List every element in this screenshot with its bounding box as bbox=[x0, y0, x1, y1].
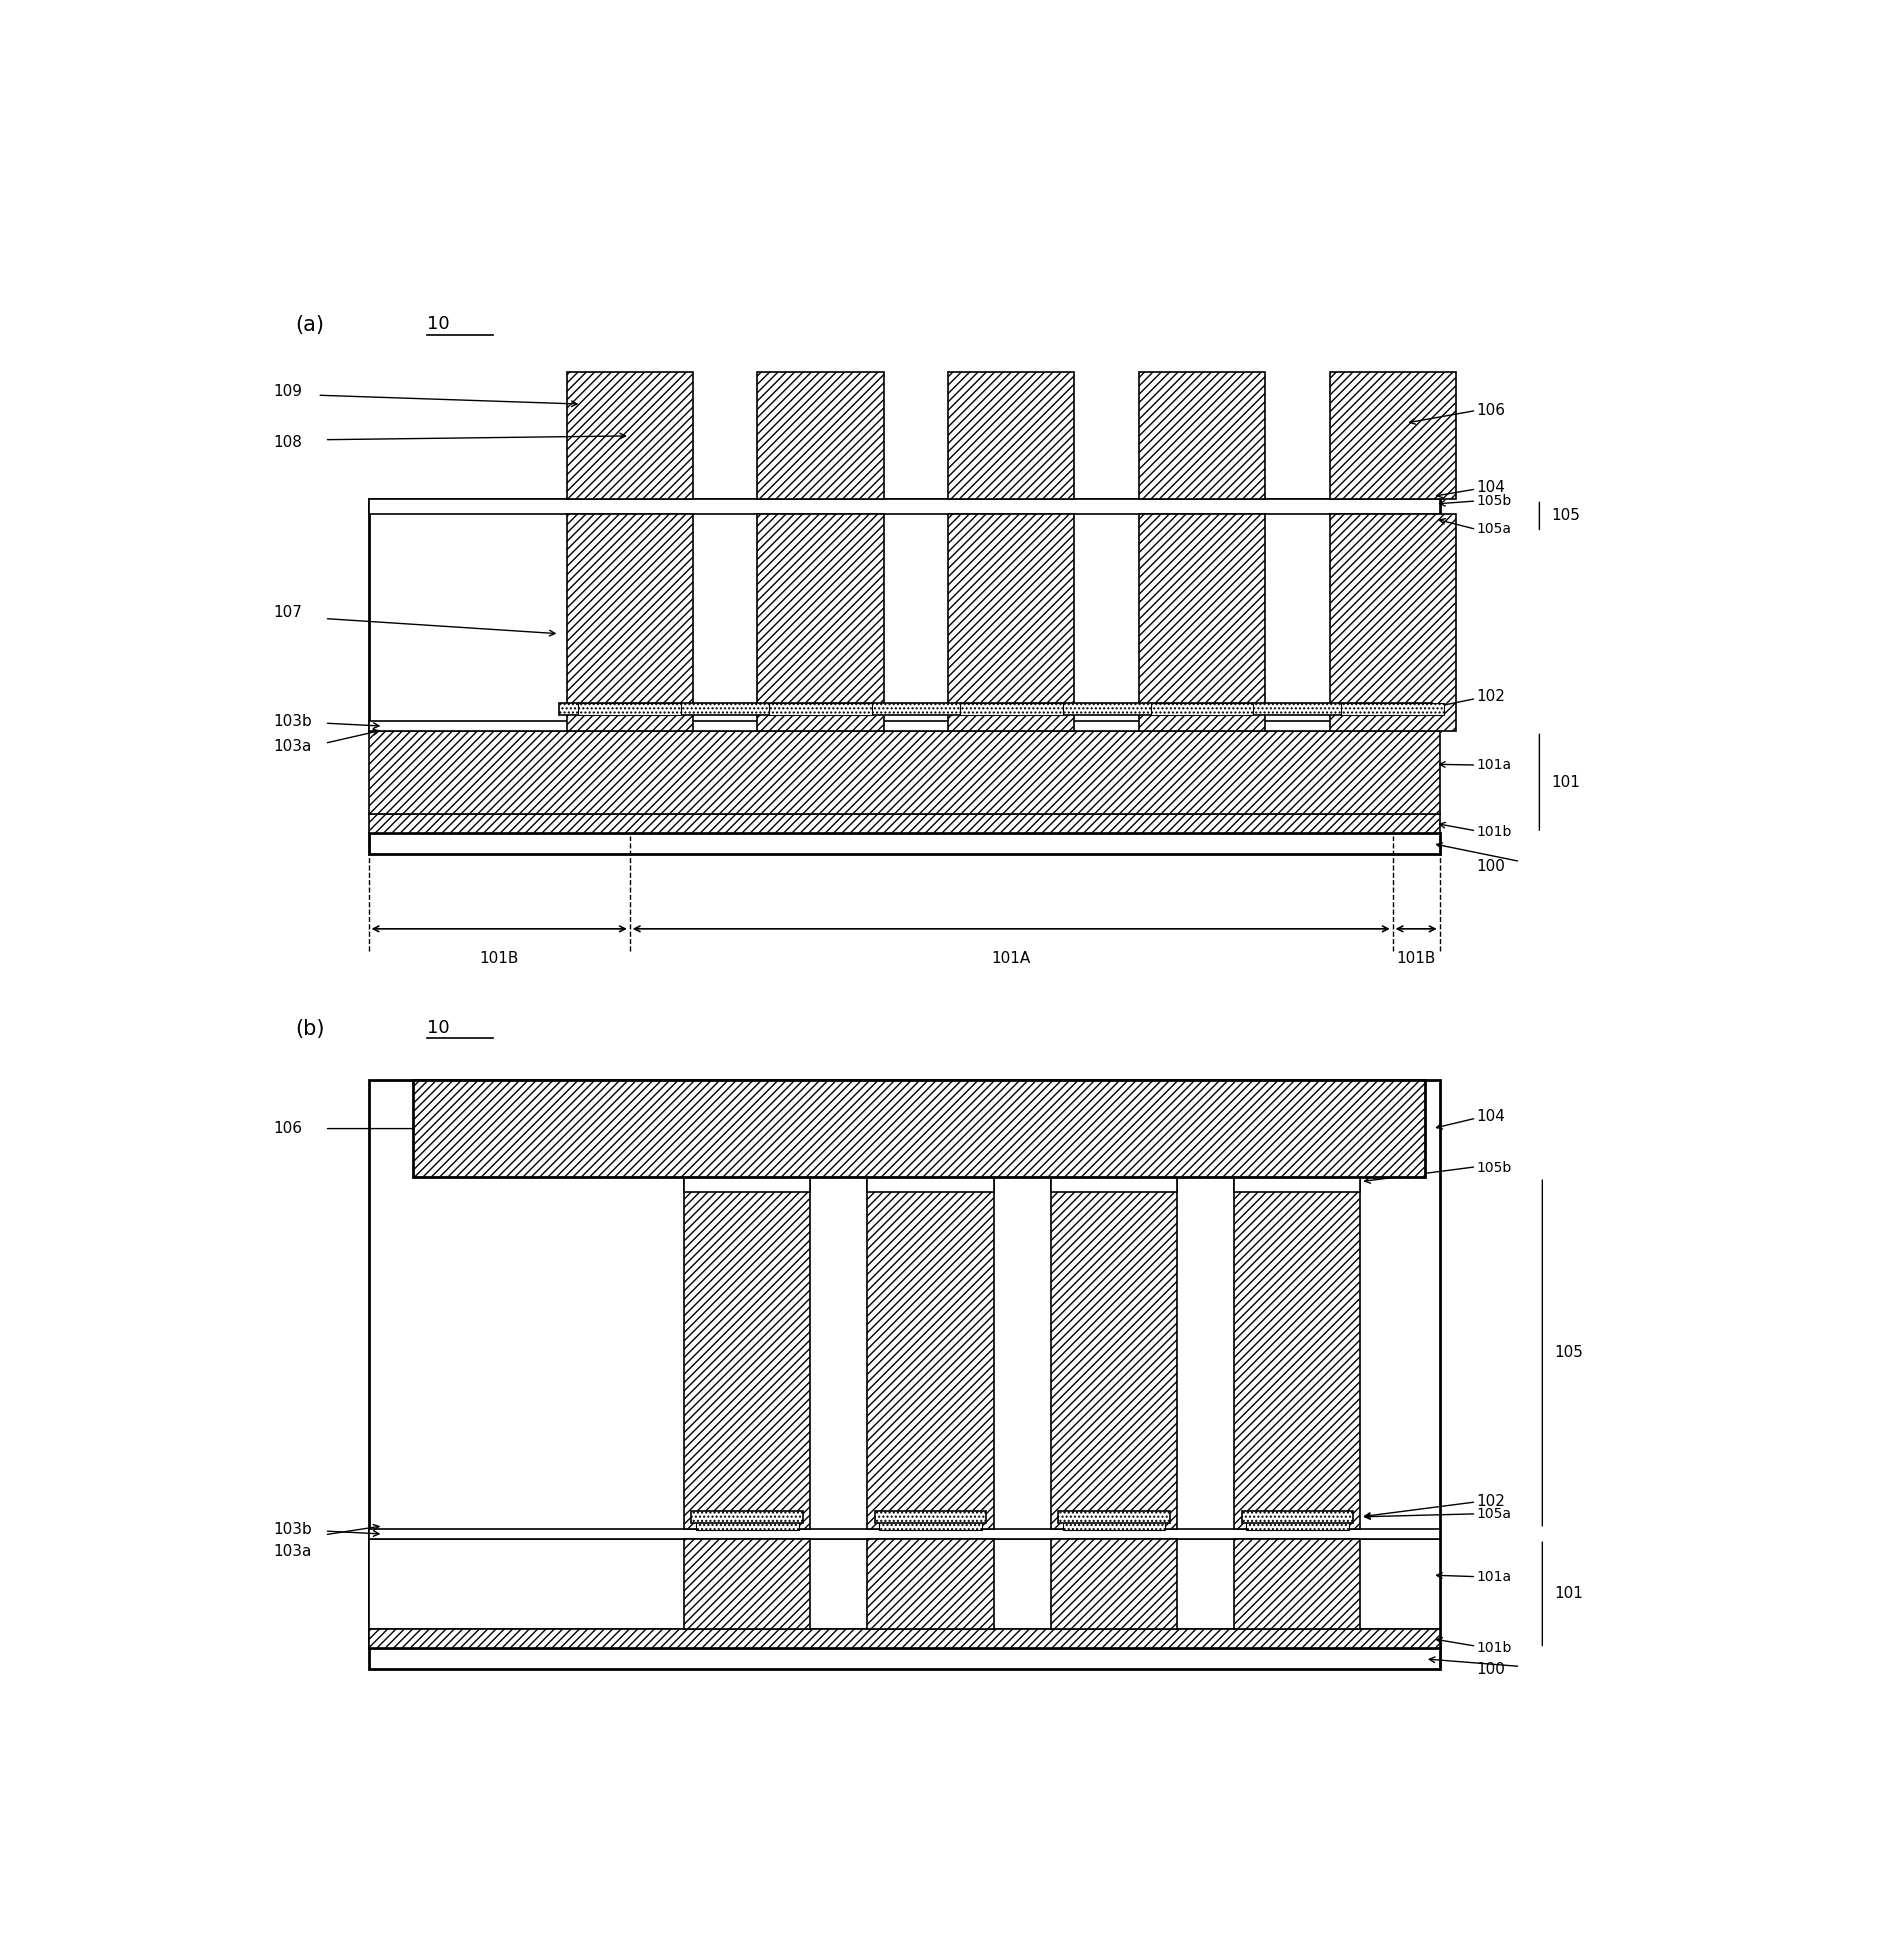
Bar bbox=[1058, 1512, 1170, 1523]
Bar bbox=[369, 499, 1441, 515]
Bar bbox=[1329, 373, 1456, 499]
Text: 109: 109 bbox=[273, 385, 303, 398]
Bar bbox=[1234, 1177, 1361, 1529]
Text: 106: 106 bbox=[273, 1121, 303, 1137]
Text: 103b: 103b bbox=[273, 1521, 312, 1537]
Bar bbox=[1062, 1519, 1166, 1531]
Bar bbox=[1234, 1539, 1361, 1628]
Text: 104: 104 bbox=[1477, 480, 1505, 495]
Bar bbox=[948, 515, 1075, 731]
Bar bbox=[697, 1519, 799, 1531]
Text: 101: 101 bbox=[1550, 775, 1581, 789]
Bar bbox=[683, 1539, 810, 1628]
Bar bbox=[691, 1512, 803, 1523]
Text: 104: 104 bbox=[1477, 1109, 1505, 1125]
Bar bbox=[369, 731, 1441, 814]
Bar bbox=[566, 515, 693, 731]
Bar bbox=[948, 373, 1075, 499]
Bar bbox=[960, 703, 1062, 715]
Bar bbox=[1051, 1539, 1177, 1628]
Bar bbox=[1329, 515, 1456, 731]
Bar bbox=[867, 1177, 994, 1529]
Text: (b): (b) bbox=[295, 1018, 326, 1040]
Text: 103a: 103a bbox=[273, 738, 312, 754]
Text: 101a: 101a bbox=[1477, 758, 1511, 771]
Bar bbox=[579, 703, 681, 715]
Bar bbox=[369, 1529, 1441, 1539]
Text: 102: 102 bbox=[1477, 1494, 1505, 1510]
Text: 101a: 101a bbox=[1477, 1570, 1511, 1584]
Bar bbox=[1140, 373, 1265, 499]
Text: 101B: 101B bbox=[479, 952, 519, 966]
Text: 103a: 103a bbox=[273, 1545, 312, 1558]
Text: 105a: 105a bbox=[1477, 523, 1511, 536]
Bar bbox=[413, 1080, 1425, 1177]
Bar bbox=[867, 1539, 994, 1628]
Bar bbox=[1242, 1512, 1353, 1523]
Text: 101: 101 bbox=[1554, 1585, 1583, 1601]
Text: 10: 10 bbox=[428, 1018, 451, 1038]
Text: 100: 100 bbox=[1477, 1661, 1505, 1677]
Text: 105b: 105b bbox=[1477, 494, 1511, 507]
Text: 100: 100 bbox=[1477, 859, 1505, 874]
Text: (a): (a) bbox=[295, 315, 324, 336]
Text: 101b: 101b bbox=[1477, 826, 1513, 839]
Bar bbox=[769, 703, 873, 715]
Text: 105: 105 bbox=[1554, 1345, 1583, 1360]
Text: 105b: 105b bbox=[1477, 1162, 1511, 1176]
Bar bbox=[875, 1512, 986, 1523]
Text: 102: 102 bbox=[1477, 690, 1505, 705]
Bar bbox=[566, 373, 693, 499]
Bar bbox=[369, 1648, 1441, 1669]
Bar bbox=[369, 814, 1441, 834]
Text: 107: 107 bbox=[273, 604, 303, 620]
Bar bbox=[867, 1177, 994, 1193]
Bar bbox=[683, 1177, 810, 1529]
Text: 106: 106 bbox=[1477, 402, 1505, 418]
Bar bbox=[683, 1177, 810, 1193]
Bar bbox=[1151, 703, 1253, 715]
Text: 101A: 101A bbox=[992, 952, 1032, 966]
Bar bbox=[1246, 1519, 1348, 1531]
Bar bbox=[560, 703, 1433, 715]
Bar bbox=[369, 834, 1441, 855]
Bar bbox=[1234, 1177, 1361, 1193]
Bar bbox=[1051, 1177, 1177, 1529]
Text: 101B: 101B bbox=[1397, 952, 1437, 966]
Bar bbox=[757, 373, 884, 499]
Bar bbox=[369, 1628, 1441, 1648]
Text: 105: 105 bbox=[1550, 509, 1581, 523]
Bar bbox=[878, 1519, 982, 1531]
Text: 10: 10 bbox=[428, 315, 451, 334]
Text: 103b: 103b bbox=[273, 715, 312, 729]
Text: 108: 108 bbox=[273, 435, 303, 449]
Bar bbox=[1140, 515, 1265, 731]
Bar bbox=[1051, 1177, 1177, 1193]
Bar bbox=[369, 499, 1441, 731]
Bar bbox=[1342, 703, 1444, 715]
Bar bbox=[369, 1080, 1441, 1648]
Bar bbox=[757, 515, 884, 731]
Text: 101b: 101b bbox=[1477, 1640, 1513, 1655]
Bar bbox=[369, 721, 1441, 731]
Text: 105a: 105a bbox=[1477, 1508, 1511, 1521]
Bar bbox=[369, 1539, 1441, 1628]
